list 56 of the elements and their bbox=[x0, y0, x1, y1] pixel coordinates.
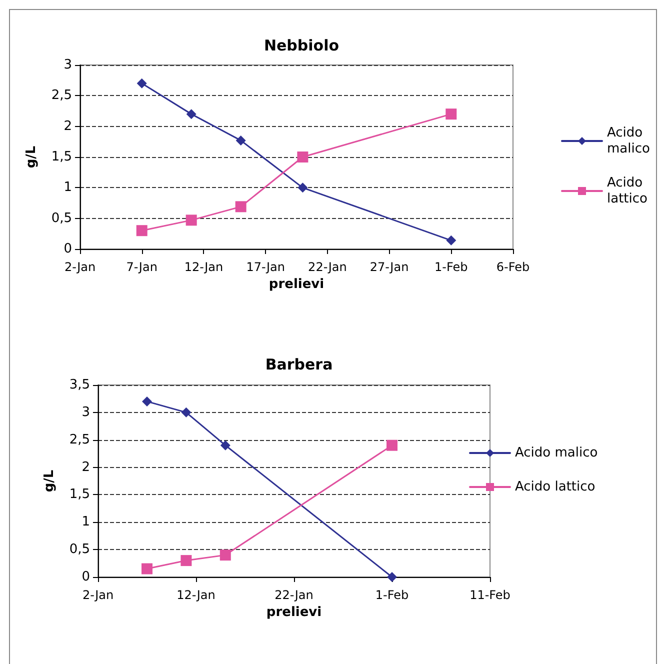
x-tick-label: 12-Jan bbox=[184, 260, 224, 274]
x-tick-label: 17-Jan bbox=[246, 260, 285, 274]
point bbox=[136, 78, 147, 88]
legend-label: Acido lattico bbox=[607, 176, 648, 206]
point bbox=[180, 555, 192, 566]
y-tick-label: 1 bbox=[64, 180, 72, 196]
y-tick-label: 3 bbox=[82, 404, 90, 420]
x-tick-label: 2-Jan bbox=[82, 588, 114, 602]
point bbox=[235, 201, 246, 212]
y-tick-label: 3 bbox=[64, 58, 72, 72]
y-tick-label: 1,5 bbox=[51, 150, 72, 164]
point bbox=[220, 550, 231, 561]
point bbox=[446, 235, 456, 246]
y-tick-label: 0,5 bbox=[69, 542, 90, 558]
point bbox=[142, 563, 152, 574]
x-tick-label: 1-Feb bbox=[375, 588, 409, 602]
x-tick-label: 22-Jan bbox=[308, 260, 347, 274]
x-axis-title: prelievi bbox=[268, 276, 324, 292]
y-tick-label: 2 bbox=[82, 460, 90, 475]
point bbox=[220, 440, 230, 450]
x-tick-label: 12-Jan bbox=[176, 588, 216, 602]
x-tick-label: 11-Feb bbox=[470, 588, 510, 602]
point bbox=[446, 108, 457, 120]
x-tick-label: 1-Feb bbox=[434, 260, 468, 274]
y-tick-label: 0,5 bbox=[51, 210, 72, 226]
x-tick-label: 7-Jan bbox=[126, 260, 158, 274]
point bbox=[386, 440, 398, 451]
y-tick-label: 2,5 bbox=[51, 88, 72, 104]
point bbox=[236, 135, 246, 146]
point bbox=[297, 152, 308, 162]
x-tick-label: 27-Jan bbox=[370, 260, 409, 274]
y-tick-label: 2,5 bbox=[69, 432, 90, 448]
point bbox=[142, 396, 152, 406]
chart-title: Nebbiolo bbox=[264, 36, 340, 54]
point bbox=[387, 572, 397, 582]
legend-label: Acido malico bbox=[515, 446, 598, 460]
point bbox=[181, 407, 192, 418]
y-tick-label: 0 bbox=[64, 242, 72, 256]
y-tick-label: 2 bbox=[64, 118, 72, 134]
y-tick-label: 0 bbox=[82, 570, 90, 584]
point bbox=[298, 182, 308, 193]
y-tick-label: 1,5 bbox=[69, 487, 90, 502]
legend-label: Acido lattico bbox=[515, 480, 596, 494]
x-tick-label: 2-Jan bbox=[64, 260, 96, 274]
chart-title: Barbera bbox=[265, 356, 333, 374]
x-tick-label: 22-Jan bbox=[274, 588, 314, 602]
point bbox=[186, 214, 197, 226]
y-tick-label: 1 bbox=[82, 514, 90, 530]
y-axis-title: g/L bbox=[24, 146, 39, 168]
point bbox=[186, 109, 196, 120]
x-axis-title: prelievi bbox=[266, 604, 322, 620]
y-axis-title: g/L bbox=[42, 470, 57, 492]
x-tick-label: 6-Feb bbox=[496, 260, 530, 274]
legend-label: Acido malico bbox=[607, 126, 650, 156]
y-tick-label: 3,5 bbox=[69, 378, 90, 392]
point bbox=[136, 225, 148, 236]
